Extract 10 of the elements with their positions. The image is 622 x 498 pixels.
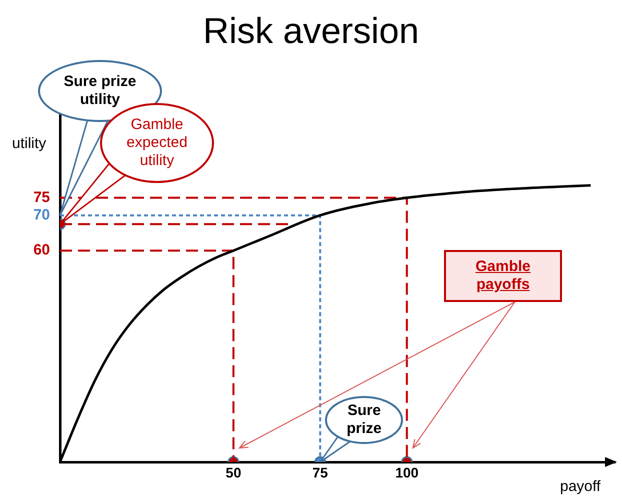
chart-title: Risk aversion	[202, 10, 420, 52]
x-tick-label: 75	[312, 464, 328, 480]
x-axis-title: payoff	[560, 478, 601, 495]
y-tick-label: 70	[33, 206, 50, 224]
x-tick-label: 50	[226, 464, 242, 480]
y-axis-title: utility	[12, 135, 46, 152]
x-tick-label: 100	[395, 464, 419, 480]
y-tick-label: 75	[33, 188, 50, 206]
ribbon-banner: Gamble payoffs	[444, 250, 562, 302]
y-tick-label: 60	[33, 242, 50, 259]
